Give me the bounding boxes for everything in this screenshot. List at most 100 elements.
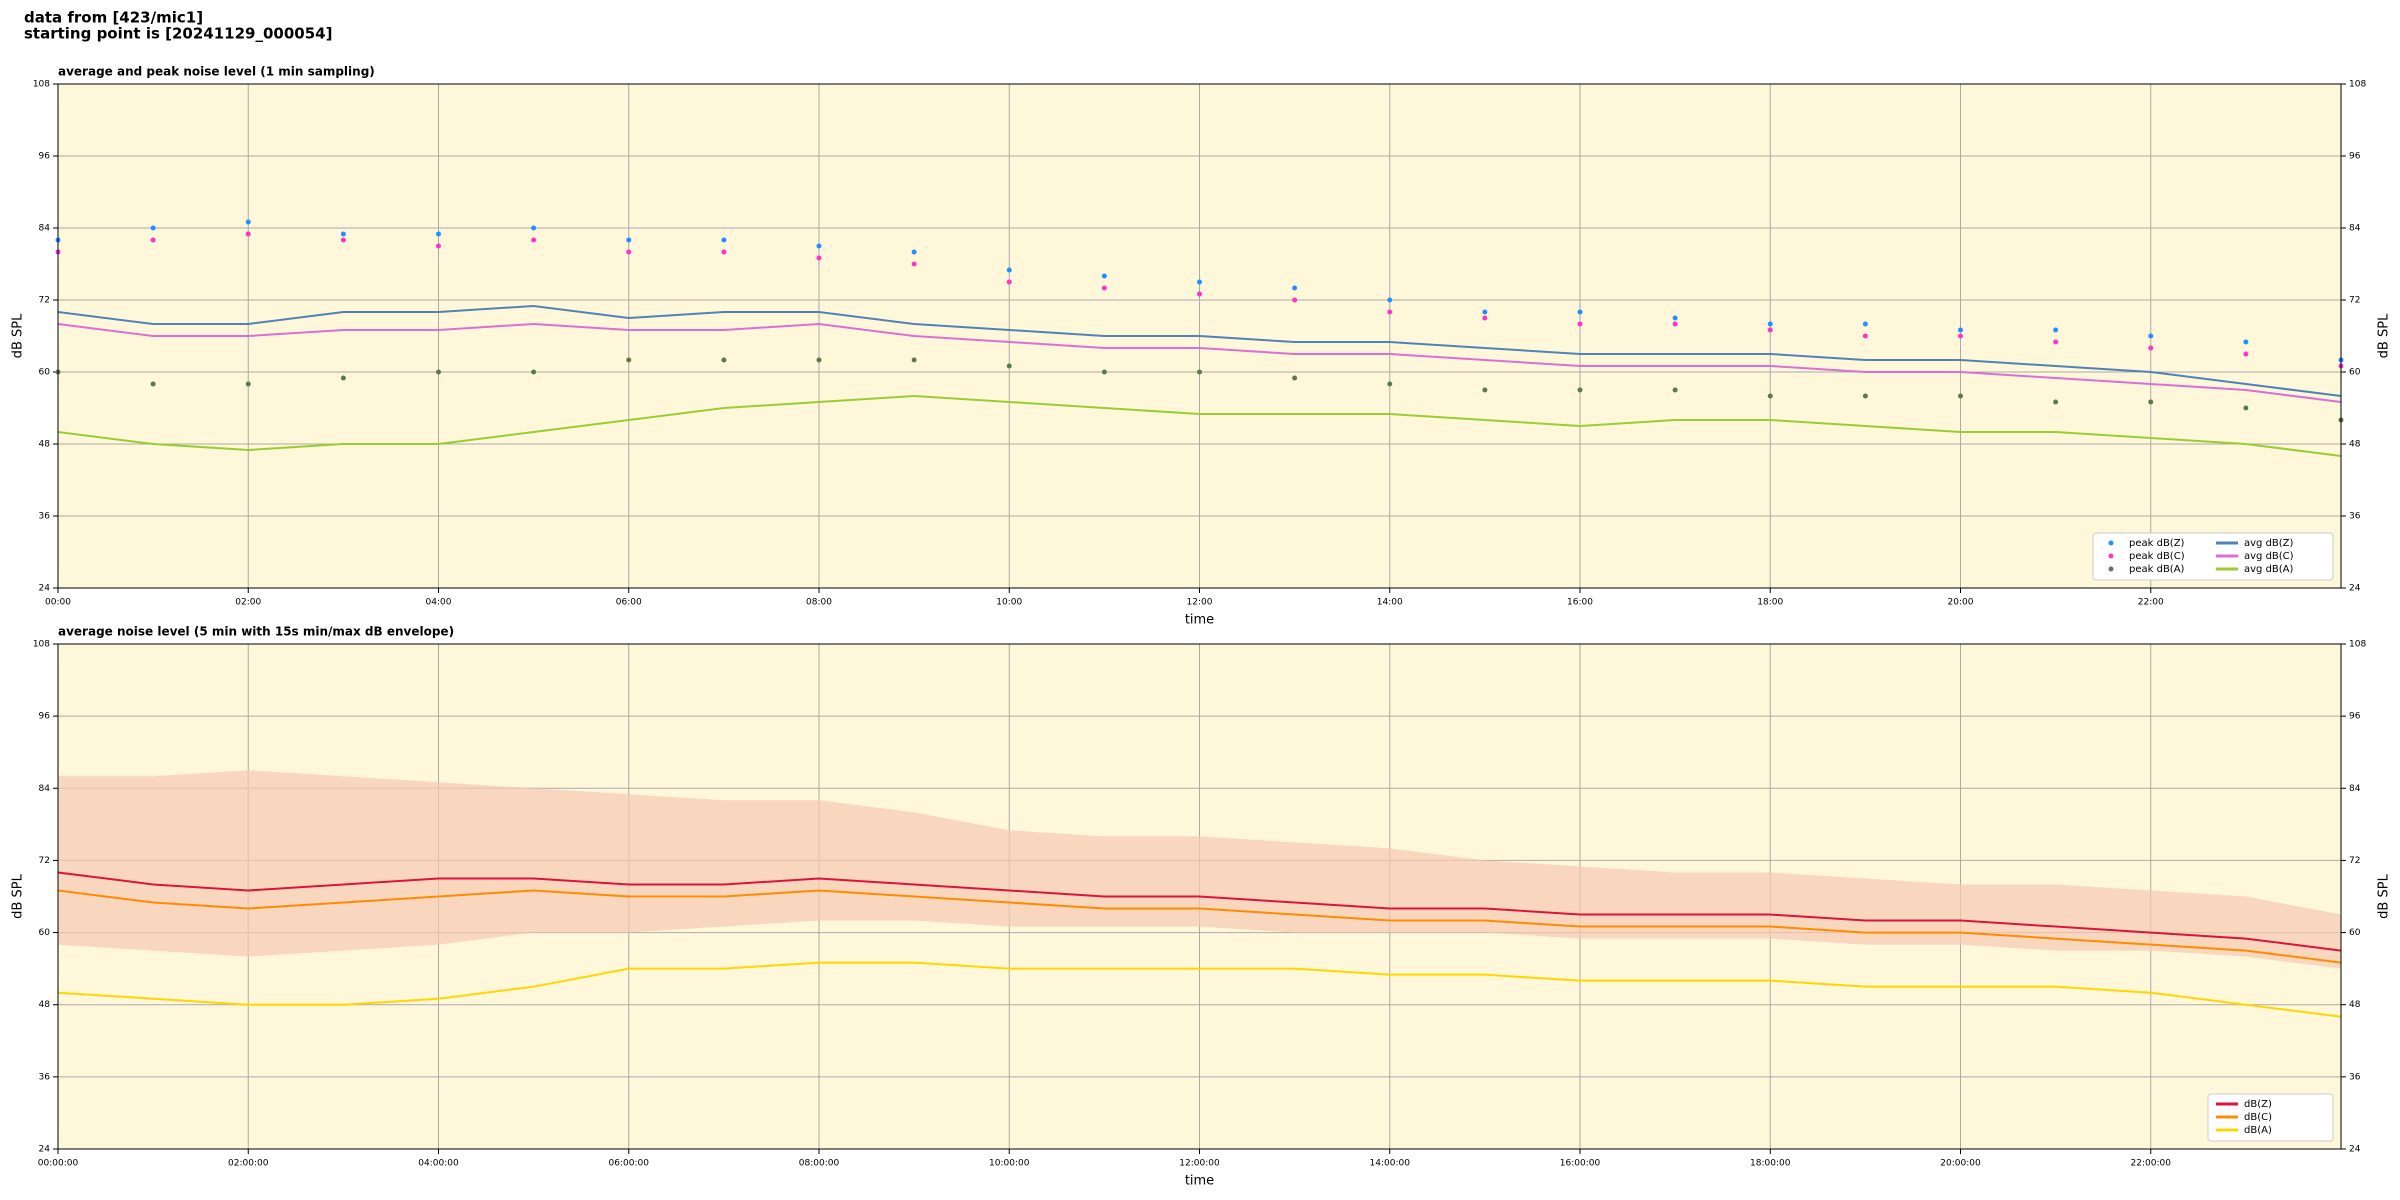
- y-tick-label: 84: [39, 784, 51, 794]
- peak-dot: [1482, 315, 1488, 321]
- x-tick-label: 16:00:00: [1560, 1159, 1601, 1169]
- x-axis-label: time: [1185, 613, 1214, 628]
- peak-dot: [1197, 291, 1202, 297]
- header-line: data from [423/mic1]: [24, 9, 203, 27]
- x-tick-label: 14:00: [1377, 598, 1403, 608]
- legend-marker: [2108, 540, 2114, 546]
- peak-dot: [911, 357, 917, 363]
- x-tick-label: 00:00:00: [38, 1159, 79, 1169]
- legend-label: dB(A): [2244, 1125, 2272, 1136]
- legend-marker: [2108, 553, 2114, 559]
- x-tick-label: 06:00: [616, 598, 642, 608]
- peak-dot: [2053, 339, 2059, 345]
- peak-dot: [1958, 327, 1963, 333]
- peak-dot: [721, 237, 727, 243]
- chart-title: average noise level (5 min with 15s min/…: [58, 625, 454, 639]
- y-tick-label: 36: [39, 512, 51, 522]
- series-line: [57, 871, 2342, 952]
- y-tick-label: 60: [39, 368, 51, 378]
- peak-dot: [1767, 393, 1773, 399]
- y2-axis-label: dB SPL: [2377, 313, 2392, 358]
- x-tick-label: 16:00: [1567, 598, 1593, 608]
- peak-dot: [1577, 387, 1583, 393]
- peak-dot: [2243, 405, 2249, 411]
- y2-axis-label: dB SPL: [2377, 873, 2392, 918]
- header-line: starting point is [20241129_000054]: [24, 25, 332, 43]
- x-tick-label: 00:00: [45, 598, 71, 608]
- x-tick-label: 10:00:00: [989, 1159, 1030, 1169]
- x-tick-label: 12:00:00: [1179, 1159, 1220, 1169]
- series-line: [57, 304, 2342, 397]
- x-tick-label: 06:00:00: [609, 1159, 650, 1169]
- series-line: [57, 322, 2342, 403]
- peak-dot: [721, 249, 727, 255]
- peak-dot: [1482, 387, 1488, 393]
- peak-dot: [1387, 309, 1393, 315]
- peak-dot: [1958, 333, 1963, 339]
- y2-tick-label: 72: [2349, 856, 2360, 866]
- y2-tick-label: 36: [2349, 512, 2361, 522]
- y2-tick-label: 96: [2349, 152, 2361, 162]
- x-tick-label: 22:00: [2138, 598, 2164, 608]
- peak-dot: [1862, 393, 1868, 399]
- y-axis-label: dB SPL: [11, 313, 26, 358]
- peak-dot: [531, 369, 537, 375]
- x-tick-label: 14:00:00: [1370, 1159, 1411, 1169]
- legend-box: [2092, 532, 2334, 581]
- legend-box: [2207, 1093, 2334, 1142]
- x-tick-label: 02:00: [235, 598, 261, 608]
- peak-dot: [1387, 297, 1393, 303]
- peak-dot: [911, 261, 917, 267]
- peak-dot: [436, 369, 441, 375]
- y2-tick-label: 96: [2349, 712, 2361, 722]
- legend-label: peak dB(C): [2129, 551, 2185, 562]
- peak-dot: [1006, 267, 1012, 273]
- peak-dot: [911, 249, 917, 255]
- x-tick-label: 18:00: [1757, 598, 1783, 608]
- legend-label: avg dB(Z): [2244, 538, 2294, 549]
- y2-tick-label: 24: [2349, 1145, 2361, 1155]
- peak-dot: [1672, 315, 1678, 321]
- y2-tick-label: 84: [2349, 224, 2361, 234]
- peak-dot: [245, 219, 251, 225]
- peak-dot: [1006, 363, 1012, 369]
- y-tick-label: 36: [39, 1072, 51, 1082]
- peak-dot: [816, 357, 822, 363]
- y-tick-label: 72: [39, 856, 50, 866]
- y-tick-label: 96: [39, 152, 51, 162]
- x-tick-label: 22:00:00: [2131, 1159, 2172, 1169]
- peak-dot: [1958, 393, 1963, 399]
- y-tick-label: 96: [39, 712, 51, 722]
- y-tick-label: 72: [39, 296, 50, 306]
- y-tick-label: 60: [39, 928, 51, 938]
- peak-dot: [1767, 321, 1773, 327]
- peak-dot: [2243, 351, 2249, 357]
- peak-dot: [340, 237, 346, 243]
- chart-title: average and peak noise level (1 min samp…: [58, 65, 375, 79]
- y2-tick-label: 60: [2349, 368, 2361, 378]
- y-tick-label: 48: [39, 1000, 51, 1010]
- legend-label: peak dB(Z): [2129, 538, 2185, 549]
- peak-dot: [436, 243, 441, 249]
- x-tick-label: 10:00: [996, 598, 1022, 608]
- y2-tick-label: 48: [2349, 1000, 2361, 1010]
- x-tick-label: 18:00:00: [1750, 1159, 1791, 1169]
- peak-dot: [2053, 327, 2059, 333]
- x-tick-label: 04:00:00: [418, 1159, 459, 1169]
- peak-dot: [1862, 333, 1868, 339]
- y2-tick-label: 108: [2349, 640, 2366, 650]
- peak-dot: [626, 249, 632, 255]
- peak-dot: [2243, 339, 2249, 345]
- peak-dot: [245, 381, 251, 387]
- peak-dot: [1672, 321, 1678, 327]
- peak-dot: [816, 243, 822, 249]
- peak-dot: [150, 225, 156, 231]
- x-tick-label: 04:00: [426, 598, 452, 608]
- peak-dot: [1101, 369, 1107, 375]
- series-line: [57, 961, 2342, 1018]
- peak-dot: [531, 225, 537, 231]
- peak-dot: [2053, 399, 2059, 405]
- series-line: [57, 394, 2342, 457]
- y-tick-label: 108: [33, 640, 50, 650]
